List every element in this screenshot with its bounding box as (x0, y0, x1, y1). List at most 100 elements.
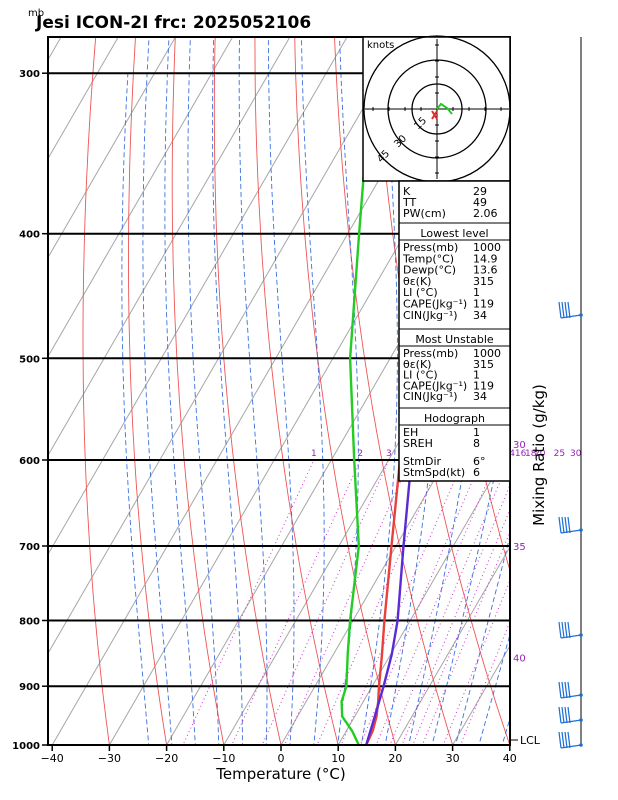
pressure-unit: mb (28, 8, 44, 19)
moist-adiabat (212, 37, 243, 745)
index-label: TT (402, 196, 417, 209)
index-label: Temp(°C) (402, 252, 454, 265)
index-label: SREH (403, 437, 433, 450)
mixing-ratio-line (375, 459, 497, 745)
section-header: Hodograph (424, 412, 485, 425)
mixing-ratio-label: 18 (525, 449, 537, 459)
temperature-tick-label: 20 (388, 752, 402, 765)
hodograph-trace (436, 102, 453, 115)
isotherm (48, 37, 291, 457)
dry-adiabat (171, 37, 225, 745)
wind-barb (558, 731, 583, 749)
index-value: 29 (473, 185, 487, 198)
index-value: 49 (473, 196, 487, 209)
dry-adiabat (254, 37, 339, 745)
index-label: PW(cm) (403, 207, 446, 220)
temperature-tick-label: 30 (446, 752, 460, 765)
moist-adiabat (142, 37, 173, 745)
index-label: Dewp(°C) (403, 264, 456, 277)
index-value: 8 (473, 437, 480, 450)
moist-adiabat (337, 37, 359, 745)
pressure-label: 700 (19, 542, 40, 553)
storm-motion-marker (431, 110, 438, 120)
mixing-ratio-label: 20 (534, 449, 546, 459)
moist-adiabat (267, 37, 295, 745)
section-header: Most Unstable (415, 333, 494, 346)
index-label: Press(mb) (403, 347, 458, 360)
mixing-ratio-line (389, 459, 510, 745)
isotherm (48, 37, 348, 556)
index-value: 2.06 (473, 207, 498, 220)
index-value: 1000 (473, 347, 501, 360)
moist-adiabat (121, 73, 150, 745)
index-value: 315 (473, 358, 494, 371)
moist-adiabat (360, 37, 398, 745)
pressure-label: 800 (19, 617, 40, 628)
index-label: K (403, 185, 411, 198)
index-value: 34 (473, 309, 487, 322)
profile-dewpoint (340, 37, 374, 745)
index-label: CIN(Jkg⁻¹) (403, 309, 458, 322)
mixing-ratio-line (401, 483, 510, 745)
theta-e-labels: 30 35 40 (513, 440, 526, 665)
isotherm (551, 0, 618, 772)
index-label: Press(mb) (403, 241, 458, 254)
dry-adiabat (294, 37, 396, 745)
mixing-ratio-label: 25 (554, 449, 565, 459)
wind-barb (558, 706, 583, 724)
mixing-ratio-line (442, 578, 510, 745)
wind-barb (558, 301, 583, 319)
index-label: CAPE(Jkg⁻¹) (403, 379, 467, 392)
index-value: 14.9 (473, 252, 498, 265)
temperature-tick-label: −20 (155, 752, 178, 765)
x-axis-label: Temperature (°C) (215, 765, 345, 783)
isotherm (337, 446, 510, 745)
index-label: CAPE(Jkg⁻¹) (403, 298, 467, 311)
index-label: θε(K) (403, 275, 431, 288)
index-label: StmSpd(kt) (403, 466, 465, 479)
index-label: LI (°C) (403, 369, 438, 382)
index-value: 119 (473, 298, 494, 311)
pressure-label: 500 (19, 354, 40, 365)
isotherm (166, 149, 510, 745)
theta-e-label: 40 (513, 654, 526, 665)
wind-barb-column: Mixing Ratio (g/kg) (530, 37, 583, 749)
temperature-tick-label: −40 (41, 752, 64, 765)
temperature-tick-label: 40 (503, 752, 517, 765)
pressure-tick-labels: 2003004005006007008009001000 (12, 69, 40, 752)
index-label: EH (403, 426, 418, 439)
mixing-ratio-line (283, 459, 411, 745)
temperature-tick-labels: −40 −30 −20 −10 0 10 20 30 40 (41, 745, 517, 765)
index-label: LI (°C) (403, 286, 438, 299)
mixing-ratio-line (460, 620, 510, 745)
wind-barb (558, 681, 583, 699)
mixing-ratio-label: 2 (357, 449, 363, 459)
index-label: θε(K) (403, 358, 431, 371)
theta-e-label: 35 (513, 542, 526, 553)
index-value: 119 (473, 379, 494, 392)
index-value: 1 (473, 426, 480, 439)
index-value: 1000 (473, 241, 501, 254)
pressure-label: 1000 (12, 741, 40, 752)
index-label: StmDir (403, 455, 442, 468)
mixing-ratio-line (412, 508, 510, 745)
lcl-marker: LCL (510, 734, 541, 747)
mixing-ratio-line (261, 459, 390, 745)
dry-adiabat (334, 37, 454, 745)
temperature-tick-label: −30 (98, 752, 121, 765)
isotherm (223, 248, 510, 745)
pressure-label: 300 (19, 69, 40, 80)
index-value: 315 (473, 275, 494, 288)
pressure-label: 900 (19, 682, 40, 693)
isotherm (280, 347, 510, 745)
mixing-ratio-axis-label: Mixing Ratio (g/kg) (530, 384, 548, 526)
mixing-ratio-line (359, 459, 482, 745)
dry-adiabat (567, 0, 618, 772)
index-value: 34 (473, 390, 487, 403)
theta-e-label: 30 (513, 440, 526, 451)
lcl-label: LCL (520, 734, 541, 747)
index-value: 13.6 (473, 264, 498, 277)
moist-adiabat (455, 534, 510, 745)
